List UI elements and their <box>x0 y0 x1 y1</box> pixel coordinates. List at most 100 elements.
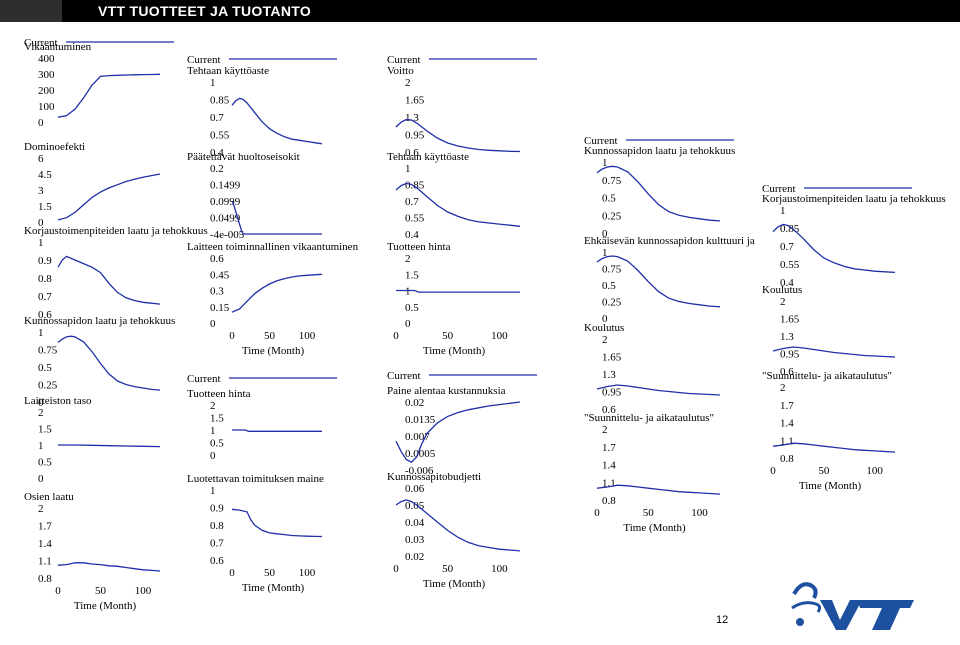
y-tick-label: 0.7 <box>210 538 224 550</box>
x-tick-label: 100 <box>691 507 708 519</box>
y-tick-label: 0.03 <box>405 534 425 546</box>
x-tick-label: 50 <box>264 567 276 579</box>
series-line <box>57 255 161 305</box>
current-label: Current <box>187 54 221 66</box>
y-tick-label: 1 <box>38 237 44 249</box>
y-tick-label: 0.15 <box>210 302 230 314</box>
panel-title: Koulutus <box>584 322 624 334</box>
y-tick-label: 0.8 <box>780 453 794 465</box>
y-tick-label: 1 <box>405 286 411 298</box>
series-line <box>232 429 322 432</box>
series-line <box>231 200 322 235</box>
panel-title: Korjaustoimenpiteiden laatu ja tehokkuus <box>24 225 208 237</box>
y-tick-label: 1 <box>405 163 411 175</box>
x-axis-label: Time (Month) <box>799 480 862 492</box>
y-tick-label: 1.3 <box>602 369 616 381</box>
y-tick-label: 0.4 <box>780 277 794 289</box>
y-tick-label: 0.7 <box>780 241 794 253</box>
series-line <box>231 508 323 538</box>
y-tick-label: 0.6 <box>780 366 794 378</box>
y-tick-label: 1.7 <box>38 521 52 533</box>
y-tick-label: 0.1499 <box>210 180 241 192</box>
y-tick-label: 1.7 <box>602 442 616 454</box>
y-tick-label: 2 <box>405 77 411 89</box>
series-line <box>395 118 521 153</box>
y-tick-label: -0.006 <box>405 465 434 477</box>
y-tick-label: 1.65 <box>602 352 622 364</box>
y-tick-label: 0.6 <box>38 309 52 321</box>
panel-title: Voitto <box>387 65 414 77</box>
panel-title: Tuotteen hinta <box>187 388 251 400</box>
y-tick-label: 0.55 <box>405 213 425 225</box>
panel-title: Päätettävät huoltoseisokit <box>187 151 300 163</box>
x-tick-label: 0 <box>393 330 399 342</box>
y-tick-label: 0.5 <box>405 302 419 314</box>
y-tick-label: 0.05 <box>405 500 425 512</box>
x-tick-label: 100 <box>866 465 883 477</box>
y-tick-label: 0 <box>38 217 44 229</box>
y-tick-label: 0.95 <box>780 349 800 361</box>
y-tick-label: 0.25 <box>602 210 622 222</box>
x-tick-label: 50 <box>442 563 454 575</box>
y-tick-label: 1.3 <box>405 112 419 124</box>
x-tick-label: 0 <box>229 330 235 342</box>
y-tick-label: 1.5 <box>38 424 52 436</box>
y-tick-label: 2 <box>405 253 411 265</box>
logo-letters-icon <box>820 600 914 630</box>
y-tick-label: 0.0999 <box>210 196 241 208</box>
x-tick-label: 50 <box>818 465 830 477</box>
y-tick-label: 0 <box>38 117 44 129</box>
series-line <box>231 273 323 313</box>
x-axis-label: Time (Month) <box>623 522 686 534</box>
y-tick-label: 1.65 <box>405 95 425 107</box>
panel-title: Laitteen toiminnallinen vikaantuminen <box>187 241 359 253</box>
y-tick-label: 0.8 <box>210 520 224 532</box>
y-tick-label: 1 <box>780 205 786 217</box>
series-line <box>395 401 521 463</box>
panel-title: Kunnossapidon laatu ja tehokkuus <box>584 145 735 157</box>
y-tick-label: 1.65 <box>780 314 800 326</box>
y-tick-label: 0.3 <box>210 286 224 298</box>
series-line <box>596 255 721 308</box>
vtt-logo <box>791 582 914 630</box>
x-tick-label: 0 <box>393 563 399 575</box>
x-tick-label: 100 <box>491 563 508 575</box>
y-tick-label: 0 <box>38 473 44 485</box>
y-tick-label: 1 <box>38 327 44 339</box>
series-line <box>57 173 161 221</box>
y-tick-label: 0 <box>405 318 411 330</box>
panel-title: Paine alentaa kustannuksia <box>387 385 506 397</box>
y-tick-label: 0 <box>210 450 216 462</box>
page-title: VTT TUOTTEET JA TUOTANTO <box>62 0 960 22</box>
current-label: Current <box>387 54 421 66</box>
y-tick-label: 0.75 <box>602 175 622 187</box>
panel-title: Tehtaan käyttöaste <box>187 65 269 77</box>
y-tick-label: 0.55 <box>780 259 800 271</box>
panel-title: Tuotteen hinta <box>387 241 451 253</box>
y-tick-label: 0.4 <box>405 229 419 241</box>
y-tick-label: 0.5 <box>602 280 616 292</box>
y-tick-label: 1 <box>210 77 216 89</box>
y-tick-label: 200 <box>38 85 55 97</box>
y-tick-label: 0.6 <box>210 555 224 567</box>
y-tick-label: 0.0135 <box>405 414 436 426</box>
y-tick-label: 0.7 <box>210 112 224 124</box>
y-tick-label: 0.8 <box>38 273 52 285</box>
y-tick-label: 1 <box>210 485 216 497</box>
y-tick-label: 0.75 <box>38 345 58 357</box>
panel-title: Vikaantuminen <box>24 41 92 53</box>
y-tick-label: 0.45 <box>210 269 230 281</box>
y-tick-label: 0.02 <box>405 551 424 563</box>
panel-title: Kunnossapidon laatu ja tehokkuus <box>24 315 175 327</box>
series-line <box>772 346 896 358</box>
y-tick-label: 0.7 <box>38 291 52 303</box>
y-tick-label: 1.4 <box>38 538 52 550</box>
y-tick-label: 1 <box>210 425 216 437</box>
y-tick-label: 1.7 <box>780 400 794 412</box>
y-tick-label: 2 <box>38 407 44 419</box>
y-tick-label: 3 <box>38 185 44 197</box>
current-label: Current <box>187 373 221 385</box>
y-tick-label: 0 <box>210 318 216 330</box>
x-tick-label: 0 <box>770 465 776 477</box>
current-label: Current <box>762 183 796 195</box>
